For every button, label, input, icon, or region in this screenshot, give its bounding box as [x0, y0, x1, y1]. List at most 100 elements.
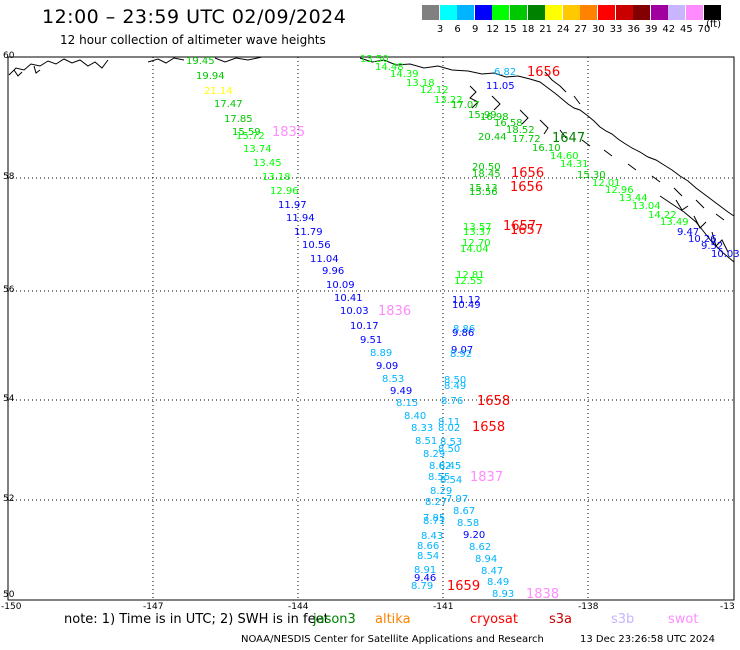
track-a-swh-label: 8.62 — [429, 461, 452, 472]
pass-time-tag: 1656 — [510, 180, 544, 195]
track-c-swh-label: 8.76 — [441, 396, 464, 407]
lon-label: -147 — [143, 602, 164, 612]
track-b-swh-label: 16.58 — [494, 118, 523, 129]
track-c-swh-label: 18.45 — [472, 169, 501, 180]
track-a-swh-label: 8.27 — [425, 497, 448, 508]
legend-swatch — [562, 5, 580, 20]
track-a-swh-label: 10.09 — [326, 280, 355, 291]
legend-label: 24 — [556, 24, 570, 35]
track-a-swh-label: 8.66 — [417, 541, 440, 552]
track-a-swh-label: 15.72 — [236, 131, 265, 142]
track-a-swh-label: 9.09 — [376, 361, 399, 372]
lat-label: 60 — [3, 51, 15, 61]
legend-swatch — [510, 5, 527, 20]
track-a-swh-label: 8.40 — [404, 411, 427, 422]
sat-label-s3a: s3a — [549, 612, 573, 627]
coastline — [8, 56, 735, 263]
track-a-swh-label: 8.71 — [423, 516, 446, 527]
track-c-swh-label: 12.70 — [462, 238, 491, 249]
track-b-swh-label: 15.30 — [577, 170, 606, 181]
track-b-swh-label: 13.44 — [619, 193, 648, 204]
generation-timestamp: 13 Dec 23:26:58 UTC 2024 — [580, 634, 715, 645]
lat-label: 58 — [3, 172, 15, 182]
track-b-swh-label: 20.44 — [478, 132, 507, 143]
track-a-swh-label: 8.33 — [411, 423, 434, 434]
legend-swatch — [598, 5, 615, 20]
lon-label: -138 — [578, 602, 599, 612]
lat-label: 54 — [3, 394, 15, 404]
track-c-swh-label: 9.07 — [451, 345, 474, 356]
track-a-swh-label: 9.49 — [390, 386, 413, 397]
track-a-swh-label: 10.56 — [302, 240, 331, 251]
track-a-swh-label: 11.04 — [310, 254, 339, 265]
legend-label: 12 — [486, 24, 500, 35]
track-c-swh-label: 8.54 — [440, 475, 463, 486]
track-a-swh-label: 8.29 — [423, 449, 446, 460]
pass-time-tag: 1659 — [447, 579, 481, 594]
legend-units: (ft) — [706, 19, 722, 30]
track-b-swh-label: 12.96 — [605, 185, 634, 196]
lat-label: 52 — [3, 494, 15, 504]
track-b-swh-label: 17.07 — [451, 100, 480, 111]
track-c-swh-label: 13.37 — [463, 227, 492, 238]
track-c-swh-label: 8.49 — [487, 577, 510, 588]
track-b-swh-label: 14.39 — [390, 69, 419, 80]
legend-swatch — [439, 5, 457, 20]
track-b-swh-label: 14.60 — [550, 151, 579, 162]
track-a-swh-label: 17.47 — [214, 99, 243, 110]
track-a-swh-label: 17.85 — [224, 114, 253, 125]
track-c-swh-label: 8.45 — [439, 461, 462, 472]
legend-swatch — [527, 5, 545, 20]
legend-label: 42 — [662, 24, 676, 35]
track-a-swh-label: 8.89 — [370, 348, 393, 359]
track-b-swh-label: 18.52 — [506, 125, 535, 136]
track-a-swh-label: 7.85 — [423, 513, 446, 524]
legend-label: 15 — [504, 24, 517, 35]
track-a-swh-label: 13.18 — [262, 172, 291, 183]
track-a-swh-label: 10.41 — [334, 293, 363, 304]
track-b-swh-label: 12.12 — [420, 85, 449, 96]
coast-fragment — [214, 56, 263, 63]
track-c-swh-label: 8.94 — [475, 554, 498, 565]
legend-label: 9 — [472, 24, 479, 35]
legend-label: 21 — [539, 24, 552, 35]
track-a-swh-label: 19.45 — [186, 56, 215, 67]
coast-fragment — [147, 57, 185, 64]
track-c-swh-label: 12.55 — [454, 276, 483, 287]
island-fragment — [544, 71, 581, 105]
track-a-swh-label: 11.79 — [294, 227, 323, 238]
track-c-swh-label: 12.81 — [456, 270, 485, 281]
coastal-inlets — [469, 85, 725, 221]
track-b-swh-label: 9.52 — [701, 241, 724, 252]
legend-label: 70 — [697, 24, 711, 35]
legend-label: 33 — [609, 24, 623, 35]
track-a-swh-label: 8.55 — [428, 472, 451, 483]
archipelago-islands — [675, 199, 729, 253]
kenai-inlets — [13, 65, 41, 77]
track-a-swh-label: 13.74 — [243, 144, 272, 155]
legend-label: 27 — [574, 24, 588, 35]
track-b-swh-label: 14.31 — [560, 159, 589, 170]
legend-label: 45 — [680, 24, 693, 35]
track-c-swh-label: 8.53 — [440, 437, 463, 448]
track-a-swh-label: 8.53 — [382, 374, 405, 385]
track-b-swh-label: 13.18 — [406, 78, 435, 89]
pass-time-tag: 1647 — [552, 131, 586, 146]
track-b-swh-label: 10.26 — [688, 234, 717, 245]
track-c-swh-label: 7.97 — [446, 494, 469, 505]
track-a-swh-label: 15.59 — [232, 127, 261, 138]
track-a-swh-label: 12.96 — [270, 186, 299, 197]
track-c-swh-label: 10.49 — [452, 300, 481, 311]
track-b-swh-label: 14.22 — [648, 210, 677, 221]
track-a-swh-label: 8.29 — [430, 486, 453, 497]
track-a-swh-label: 9.96 — [322, 266, 345, 277]
legend-label: 6 — [454, 24, 461, 35]
track-c-swh-label: 8.47 — [481, 566, 504, 577]
track-a-swh-label: 11.97 — [278, 200, 307, 211]
legend-swatch — [703, 5, 721, 20]
track-c-swh-label: 8.67 — [453, 506, 476, 517]
track-c-swh-label: 9.20 — [463, 530, 486, 541]
lon-label: -141 — [433, 602, 454, 612]
track-b-swh-label: 12.01 — [592, 178, 621, 189]
